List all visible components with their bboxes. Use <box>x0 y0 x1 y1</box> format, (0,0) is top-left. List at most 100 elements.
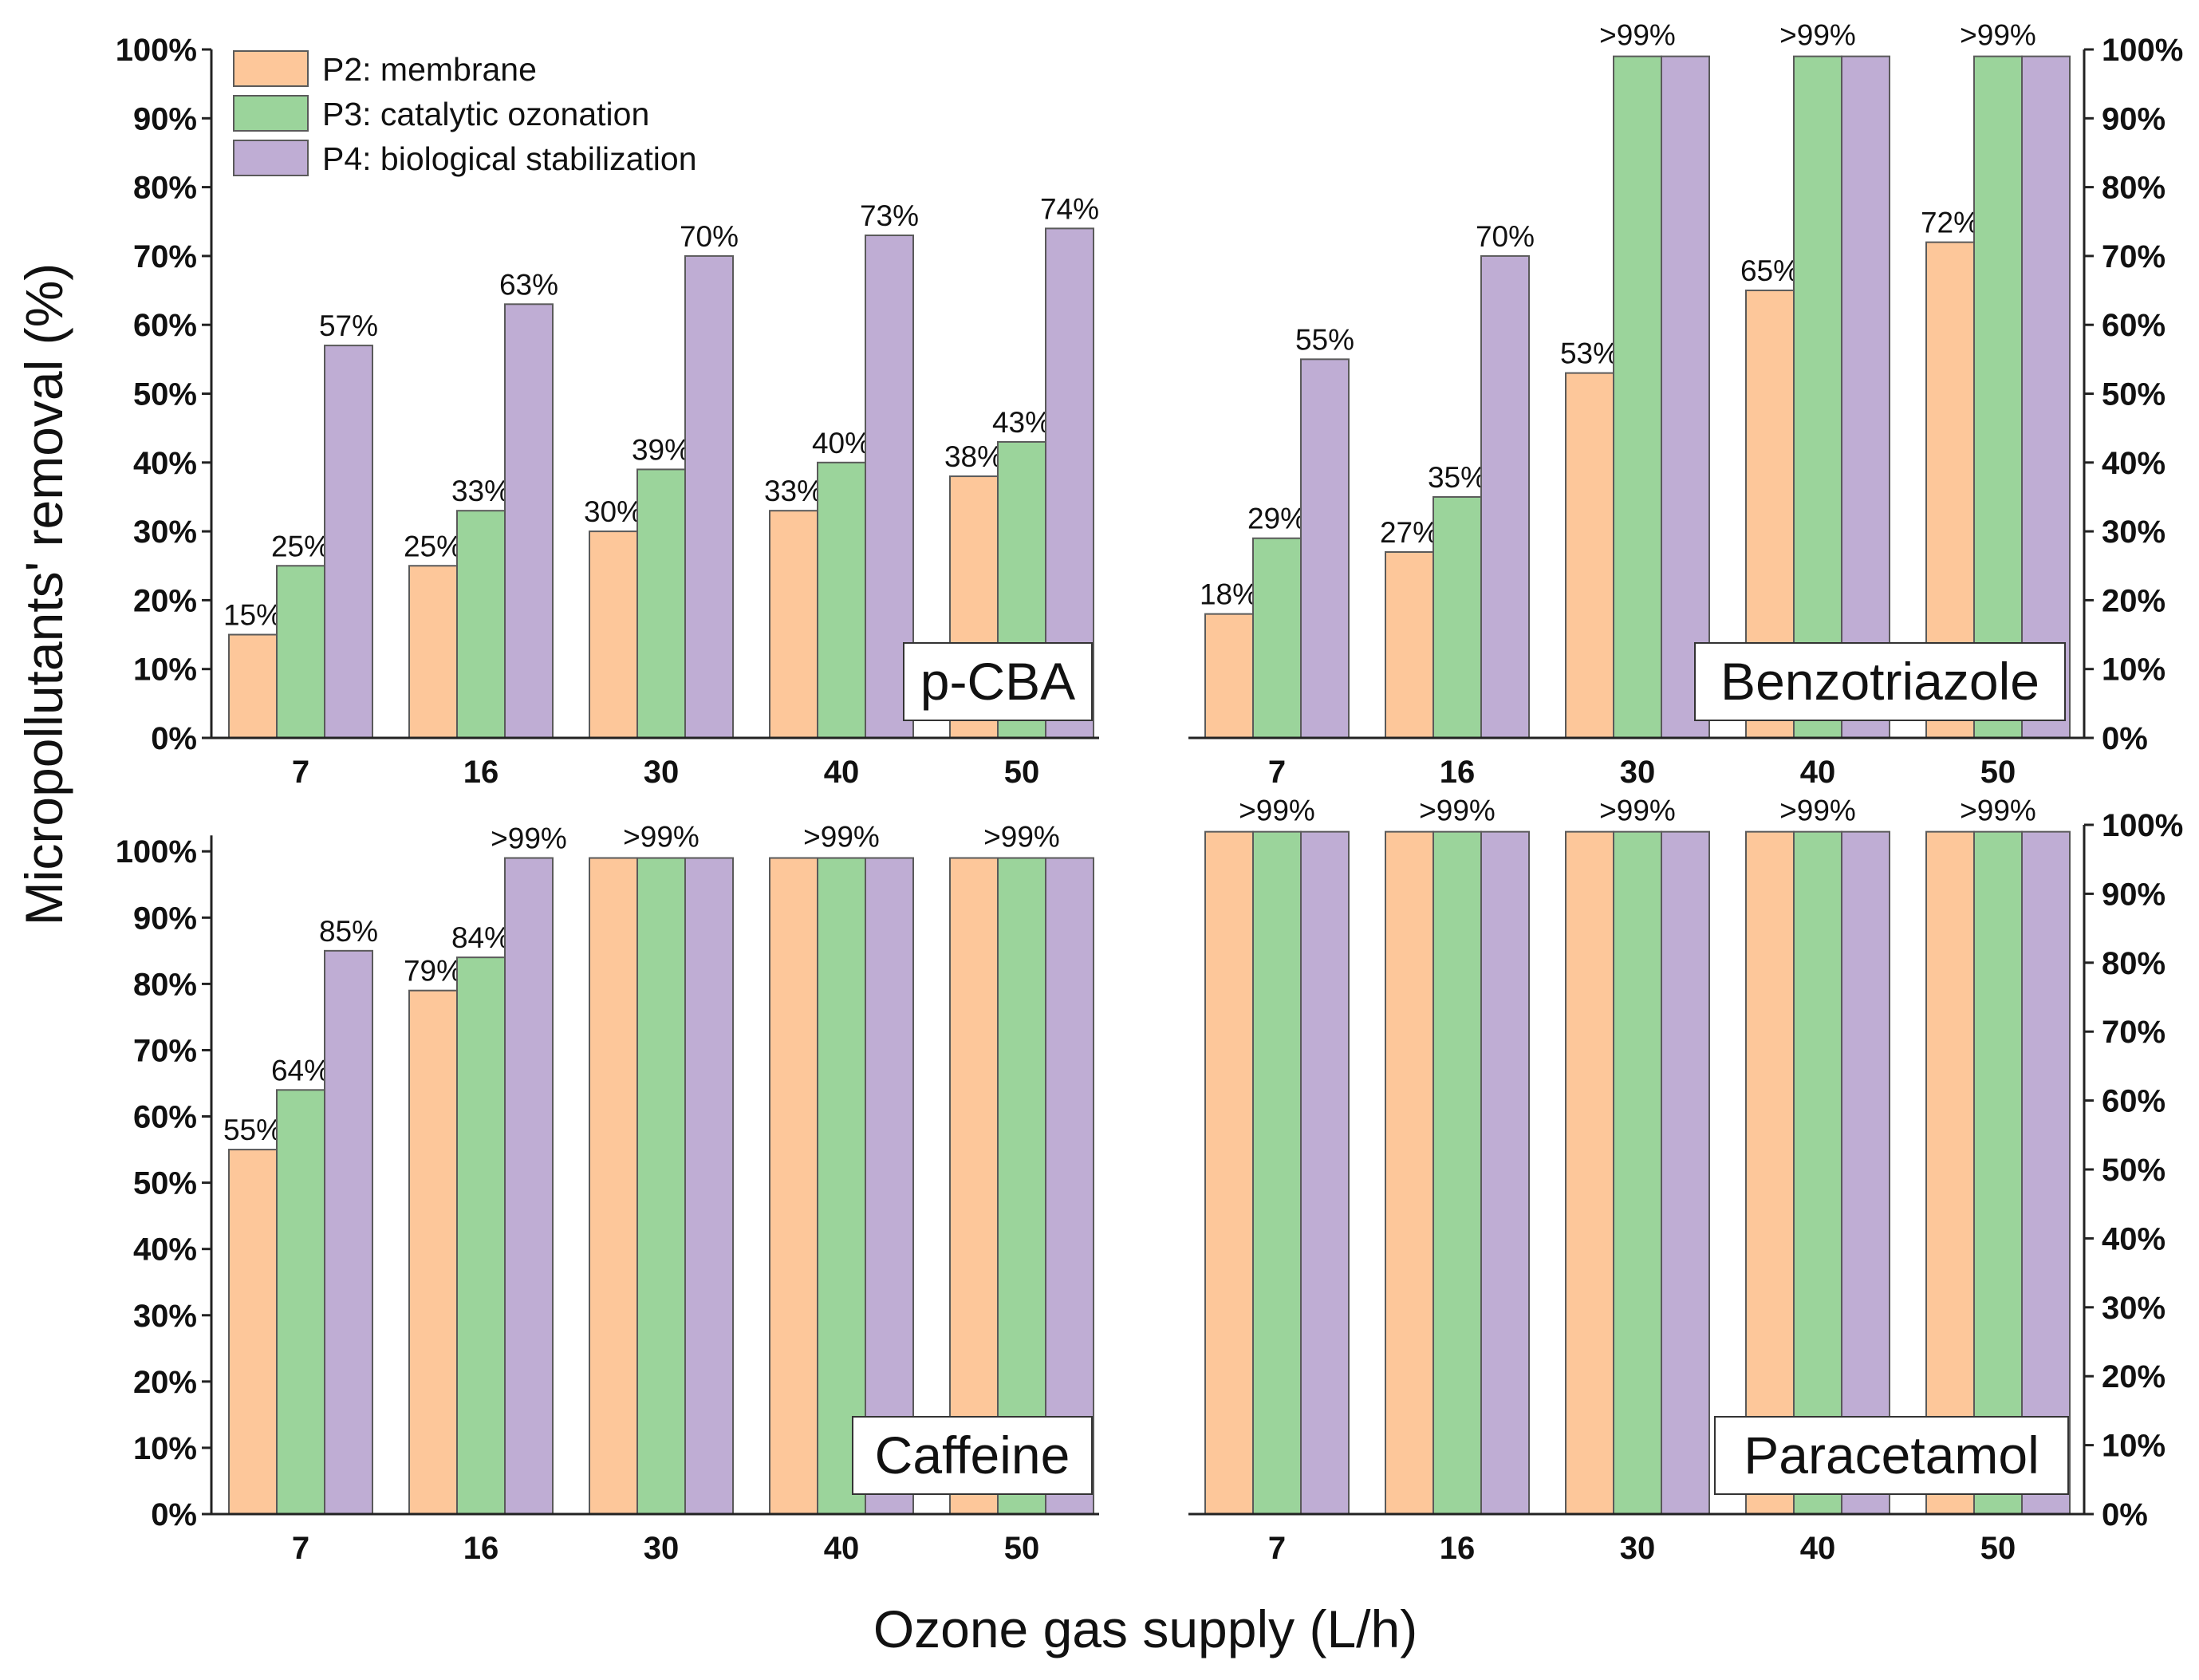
x-tick-label: 40 <box>1800 1531 1836 1566</box>
y-tick-label: 50% <box>133 377 197 412</box>
bar-pcba-s4-c30 <box>684 254 734 739</box>
bar-caffeine-s2-c40 <box>769 857 818 1515</box>
data-label: 27% <box>1380 516 1439 549</box>
bar-paracetamol-s4-c7 <box>1300 830 1350 1515</box>
data-label: 35% <box>1428 461 1487 494</box>
data-label: 73% <box>860 199 919 232</box>
bar-paracetamol-s3-c30 <box>1613 830 1662 1515</box>
bar-benzotriazole-s3-c50 <box>1973 55 2023 739</box>
legend-swatch-p3 <box>233 95 309 132</box>
group-label: >99% <box>623 821 700 854</box>
x-tick-label: 40 <box>824 755 860 790</box>
bar-paracetamol-s4-c16 <box>1480 830 1530 1515</box>
y-tick-label: 20% <box>2102 583 2166 618</box>
data-label: 53% <box>1560 337 1619 370</box>
bar-caffeine-s4-c30 <box>684 857 734 1515</box>
y-tick-label: 60% <box>133 1100 197 1135</box>
panel-caffeine: 55% 79% 64% 84% 85% >99% >99% >99% >99% 7 16 30 40 50… <box>116 821 1099 1566</box>
y-tick-label: 90% <box>2102 877 2166 912</box>
x-tick-label: 40 <box>1800 755 1836 790</box>
y-tick-label: 90% <box>2102 101 2166 136</box>
bar-benzotriazole-s3-c30 <box>1613 55 1662 739</box>
data-label: 25% <box>271 530 330 562</box>
bar-paracetamol-s2-c16 <box>1385 830 1434 1515</box>
data-label: 63% <box>499 268 558 301</box>
x-tick-label: 50 <box>1004 755 1040 790</box>
bar-benzotriazole-s4-c30 <box>1661 55 1710 739</box>
bar-paracetamol-s3-c16 <box>1433 830 1482 1515</box>
y-tick-label: 0% <box>151 721 197 756</box>
data-label: 70% <box>1476 220 1535 253</box>
group-label: >99% <box>983 821 1060 854</box>
x-tick-label: 50 <box>1004 1531 1040 1566</box>
data-label: 39% <box>632 433 691 466</box>
x-tick-label: 16 <box>463 755 499 790</box>
bar-benzotriazole-s3-c16 <box>1433 495 1482 739</box>
y-tick-label: 30% <box>133 515 197 550</box>
panel-title: Benzotriazole <box>1720 652 2039 711</box>
y-tick-label: 40% <box>2102 446 2166 481</box>
y-tick-label: 90% <box>133 101 197 136</box>
data-label: 15% <box>223 599 282 632</box>
y-tick-label: 70% <box>133 1033 197 1068</box>
data-label: 55% <box>1295 323 1354 356</box>
bar-paracetamol-s4-c50 <box>2021 830 2071 1515</box>
bar-benzotriazole-s4-c40 <box>1841 55 1890 739</box>
y-tick-label: 0% <box>2102 1497 2148 1532</box>
y-tick-label: 50% <box>133 1166 197 1201</box>
panel-paracetamol: >99% >99% >99% >99% >99% 7 16 30 40 50 0% 10% 20% 30%… <box>1188 795 2183 1566</box>
bar-pcba-s3-c40 <box>817 461 866 739</box>
y-tick-label: 50% <box>2102 377 2166 412</box>
bar-caffeine-s2-c7 <box>228 1149 278 1515</box>
panels: 15%25%30%33%38%25%33%39% 40%43%57%63%70%7… <box>116 19 2184 1566</box>
data-label: 74% <box>1040 192 1099 225</box>
bar-benzotriazole-s2-c7 <box>1204 613 1254 739</box>
panel-title-box <box>1714 1416 2069 1495</box>
y-tick-label: 80% <box>2102 946 2166 981</box>
y-tick-label: 100% <box>2102 33 2183 68</box>
y-tick-label: 40% <box>133 1232 197 1268</box>
bar-benzotriazole-s3-c40 <box>1793 55 1842 739</box>
bar-paracetamol-s2-c7 <box>1204 830 1254 1515</box>
y-tick-label: 80% <box>2102 171 2166 206</box>
panel-benzotriazole: 18%27%53%65%72%29%35%55%70%>99% >99% >99%7… <box>1188 19 2183 790</box>
data-label: 65% <box>1740 254 1799 287</box>
legend-swatch-p2 <box>233 50 309 87</box>
bar-paracetamol-s2-c30 <box>1565 830 1614 1515</box>
bar-pcba-s2-c30 <box>589 530 638 739</box>
group-label: >99% <box>1779 795 1856 827</box>
bar-caffeine-s3-c40 <box>817 857 866 1515</box>
group-label: >99% <box>1599 795 1676 827</box>
panel-title-box <box>903 642 1093 721</box>
bar-benzotriazole-s4-c7 <box>1300 358 1350 739</box>
group-label: >99% <box>1599 19 1676 52</box>
y-tick-label: 60% <box>2102 308 2166 343</box>
x-tick-label: 40 <box>824 1531 860 1566</box>
group-label: >99% <box>1960 795 2036 827</box>
data-label: 64% <box>271 1054 330 1086</box>
x-tick-label: 30 <box>644 1531 680 1566</box>
bar-paracetamol-s3-c50 <box>1973 830 2023 1515</box>
y-tick-label: 60% <box>133 308 197 343</box>
x-tick-label: 16 <box>1440 755 1476 790</box>
bar-caffeine-s3-c50 <box>997 857 1046 1515</box>
bar-pcba-s3-c30 <box>636 468 686 739</box>
data-label: 25% <box>404 530 463 562</box>
bar-benzotriazole-s2-c30 <box>1565 372 1614 739</box>
panel-title: Caffeine <box>875 1426 1070 1485</box>
x-tick-label: 30 <box>644 755 680 790</box>
data-label: 70% <box>680 220 739 253</box>
bar-caffeine-s4-c7 <box>324 949 373 1516</box>
y-axis-label: Micropollutants' removal (%) <box>14 263 73 926</box>
x-tick-label: 7 <box>1268 755 1286 790</box>
panel-title-box <box>852 1416 1093 1495</box>
group-label: >99% <box>1779 19 1856 52</box>
y-tick-label: 30% <box>2102 1291 2166 1326</box>
legend: P2: membrane P3: catalytic ozonation P4:… <box>233 50 697 177</box>
y-tick-label: 70% <box>133 239 197 274</box>
y-tick-label: 0% <box>151 1497 197 1532</box>
bar-caffeine-s4-c16 <box>504 857 554 1515</box>
bar-caffeine-s4-c40 <box>865 857 914 1515</box>
